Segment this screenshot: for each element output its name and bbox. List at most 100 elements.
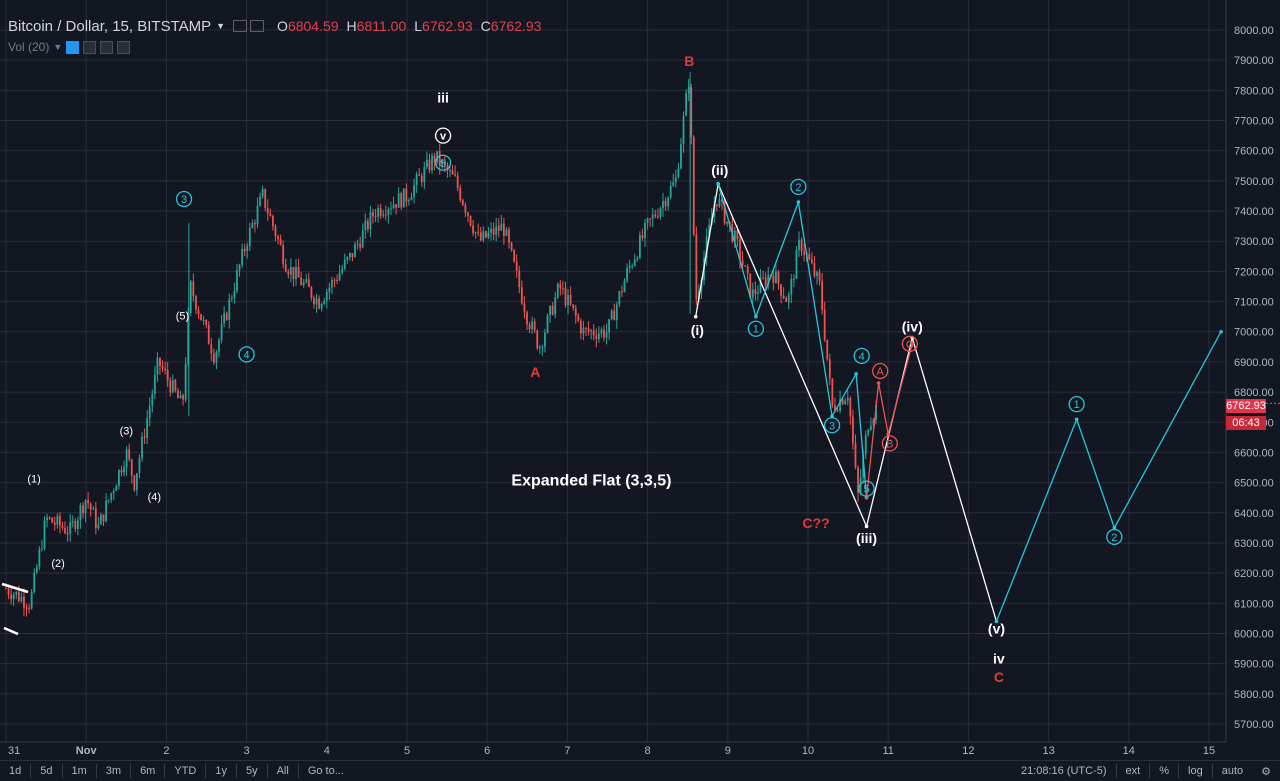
candle-body bbox=[757, 292, 759, 294]
candle-body bbox=[744, 265, 747, 267]
close-label: C bbox=[480, 18, 491, 34]
candle-body bbox=[392, 204, 395, 209]
range-5d[interactable]: 5d bbox=[40, 765, 53, 777]
chevron-down-icon[interactable]: ▼ bbox=[53, 42, 63, 52]
candle-body bbox=[364, 220, 367, 231]
candle-body bbox=[243, 248, 246, 252]
candle-body bbox=[215, 351, 218, 363]
candle-body bbox=[395, 204, 397, 208]
candle-body bbox=[382, 214, 385, 216]
wave-point bbox=[693, 314, 698, 319]
compare-icon[interactable] bbox=[250, 20, 265, 32]
candle-body bbox=[656, 216, 659, 218]
ext-toggle[interactable]: ext bbox=[1125, 765, 1141, 777]
range-5y[interactable]: 5y bbox=[245, 765, 258, 777]
candle-body bbox=[505, 229, 508, 236]
range-1d[interactable]: 1d bbox=[9, 765, 22, 777]
wave-label: B bbox=[684, 53, 694, 69]
candle-body bbox=[279, 239, 282, 245]
divider bbox=[205, 764, 207, 778]
range-6m[interactable]: 6m bbox=[140, 765, 156, 777]
settings-icon[interactable] bbox=[83, 40, 97, 54]
wave-label: A bbox=[877, 366, 885, 378]
candle-body bbox=[615, 304, 618, 321]
candle-body bbox=[123, 467, 125, 473]
add-icon[interactable] bbox=[100, 40, 114, 54]
divider bbox=[1115, 764, 1117, 778]
candle-body bbox=[135, 473, 138, 491]
wave-label: 1 bbox=[1074, 399, 1080, 411]
wave-label: 1 bbox=[753, 324, 759, 336]
close-icon[interactable] bbox=[117, 40, 131, 54]
candle-body bbox=[636, 257, 639, 260]
candle-body bbox=[479, 232, 482, 241]
candle-body bbox=[251, 222, 254, 228]
candle-body bbox=[12, 594, 15, 600]
candle-body bbox=[89, 503, 92, 510]
auto-toggle[interactable]: auto bbox=[1221, 765, 1244, 777]
range-3m[interactable]: 3m bbox=[105, 765, 122, 777]
range-all[interactable]: All bbox=[276, 765, 289, 777]
volume-label[interactable]: Vol (20) bbox=[8, 40, 50, 54]
candle-body bbox=[387, 209, 390, 215]
candle-body bbox=[87, 500, 90, 504]
candle-body bbox=[597, 333, 600, 339]
candle-body bbox=[852, 416, 854, 444]
range-1m[interactable]: 1m bbox=[71, 765, 87, 777]
candle-body bbox=[200, 314, 202, 321]
candle-body bbox=[179, 395, 182, 399]
candle-body bbox=[69, 522, 72, 534]
price-tick-label: 5700.00 bbox=[1234, 719, 1274, 731]
candle-body bbox=[454, 174, 457, 176]
candle-body bbox=[443, 160, 446, 165]
candle-body bbox=[197, 309, 200, 315]
range-ytd[interactable]: YTD bbox=[174, 765, 197, 777]
wave-label: B bbox=[886, 438, 893, 450]
time-tick-label: 13 bbox=[1042, 745, 1054, 757]
time-tick-label: 31 bbox=[8, 745, 20, 757]
candle-body bbox=[603, 329, 605, 338]
candle-body bbox=[300, 277, 303, 286]
candle-body bbox=[816, 272, 818, 276]
candle-body bbox=[33, 572, 36, 592]
wave-label: (2) bbox=[51, 558, 64, 570]
settings-icon[interactable] bbox=[233, 20, 248, 32]
candle-body bbox=[354, 244, 356, 258]
chevron-down-icon[interactable]: ▼ bbox=[216, 21, 226, 31]
log-toggle[interactable]: log bbox=[1188, 765, 1203, 777]
candle-body bbox=[377, 207, 380, 217]
candle-body bbox=[153, 374, 156, 395]
candle-body bbox=[536, 330, 539, 349]
wave-label: (3) bbox=[120, 425, 133, 437]
candle-body bbox=[759, 277, 762, 293]
wave-point bbox=[886, 432, 890, 437]
candle-body bbox=[433, 155, 436, 162]
wave-label: C bbox=[994, 669, 1004, 685]
candle-body bbox=[246, 246, 249, 252]
candle-body bbox=[282, 244, 285, 265]
wave-label: C?? bbox=[802, 515, 829, 531]
goto-button[interactable]: Go to... bbox=[307, 765, 344, 777]
range-1y[interactable]: 1y bbox=[215, 765, 227, 777]
candle-body bbox=[318, 298, 321, 309]
candle-body bbox=[220, 323, 223, 340]
candle-body bbox=[148, 406, 151, 419]
price-tick-label: 7200.00 bbox=[1234, 266, 1274, 278]
candle-body bbox=[780, 284, 782, 296]
percent-toggle[interactable]: % bbox=[1159, 765, 1170, 777]
candle-body bbox=[272, 216, 274, 227]
candle-body bbox=[721, 199, 723, 202]
wave-point bbox=[854, 372, 858, 376]
eye-icon[interactable] bbox=[66, 40, 80, 54]
gear-icon[interactable]: ⚙ bbox=[1261, 765, 1271, 778]
candle-body bbox=[379, 207, 382, 216]
last-price-tag: 6762.93 bbox=[1226, 399, 1266, 413]
candle-body bbox=[626, 268, 628, 281]
symbol-title[interactable]: Bitcoin / Dollar, 15, BITSTAMP bbox=[8, 17, 212, 35]
divider bbox=[61, 764, 63, 778]
candle-body bbox=[785, 298, 788, 302]
candle-body bbox=[508, 229, 510, 243]
candle-body bbox=[572, 304, 575, 308]
candle-body bbox=[128, 449, 131, 460]
